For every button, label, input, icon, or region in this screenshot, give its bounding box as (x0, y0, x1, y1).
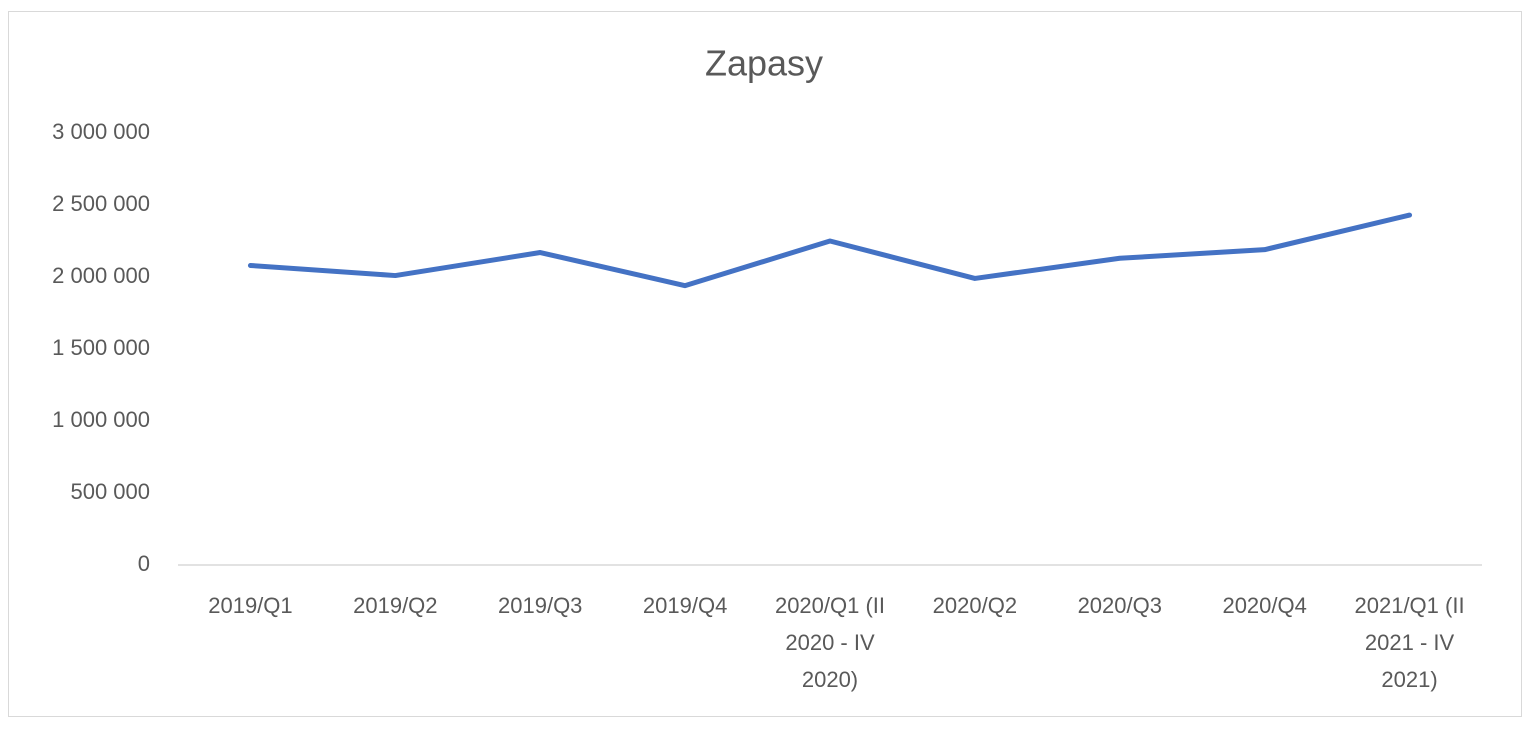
y-tick-label: 1 500 000 (52, 335, 150, 360)
y-tick-label: 1 000 000 (52, 407, 150, 432)
data-line (247, 212, 1413, 289)
chart-frame (8, 11, 1522, 717)
y-tick-label: 3 000 000 (52, 119, 150, 144)
x-tick-label: 2020/Q2 (932, 593, 1018, 618)
x-tick-label: 2019/Q1 (208, 593, 293, 618)
x-tick-label: 2019/Q3 (498, 593, 583, 618)
y-tick-label: 0 (138, 551, 150, 576)
y-tick-label: 2 500 000 (52, 191, 150, 216)
x-tick-label: 2019/Q2 (353, 593, 438, 618)
x-tick-label: 2020/Q4 (1222, 593, 1307, 618)
x-tick-label: 2020/Q3 (1077, 593, 1162, 618)
y-tick-label: 500 000 (70, 479, 150, 504)
x-tick-label: 2021/Q1 (II 2021 - IV 2021) (1354, 593, 1465, 692)
y-tick-label: 2 000 000 (52, 263, 150, 288)
chart-title: Zapasy (705, 43, 823, 84)
x-tick-label: 2019/Q4 (642, 593, 728, 618)
x-tick-label: 2020/Q1 (II 2020 - IV 2020) (774, 593, 886, 692)
